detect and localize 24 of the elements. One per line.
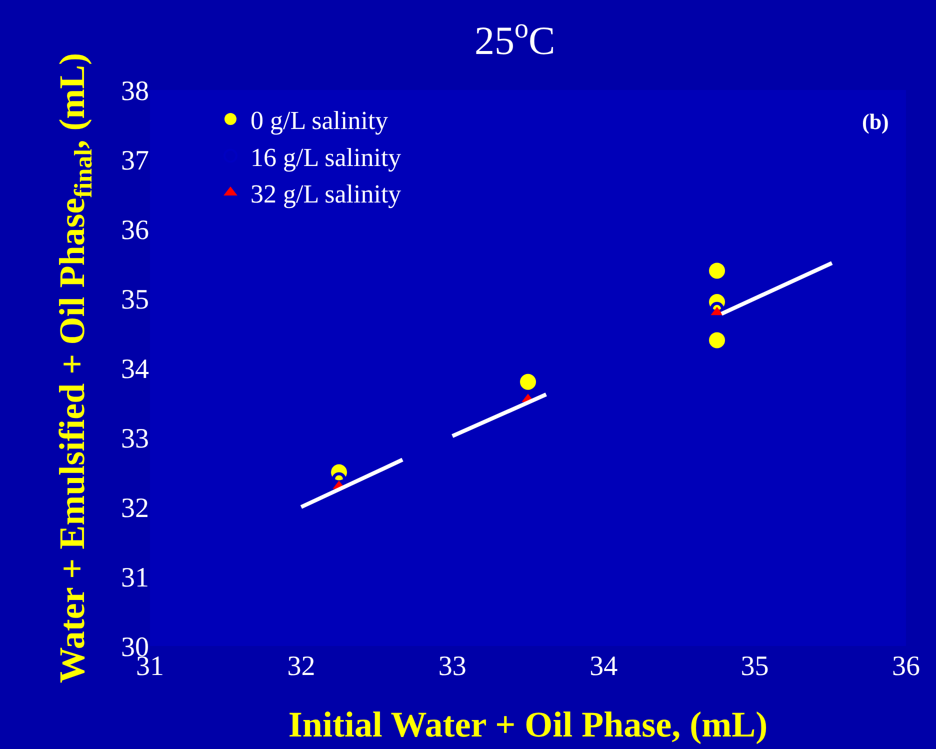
point [710, 302, 724, 316]
y-tick-label: 37 [121, 145, 149, 176]
annotation: (b) [862, 109, 889, 134]
point [709, 332, 725, 348]
y-tick-label: 34 [121, 354, 149, 385]
y-tick-label: 38 [121, 76, 149, 107]
y-tick-label: 33 [121, 423, 149, 454]
y-tick-label: 36 [121, 214, 149, 246]
x-tick-label: 33 [438, 651, 466, 682]
y-tick-label: 31 [121, 562, 149, 594]
legend-label: 32 g/L salinity [250, 180, 402, 209]
y-tick-label: 35 [121, 284, 149, 316]
x-axis-title: Initial Water + Oil Phase, (mL) [288, 704, 768, 745]
legend-label: 16 g/L salinity [250, 142, 402, 172]
x-tick-label: 34 [590, 651, 618, 682]
x-tick-label: 35 [740, 651, 769, 682]
x-tick-label: 32 [287, 651, 316, 682]
y-tick-label: 32 [121, 492, 149, 524]
legend-label: 0 g/L salinity [250, 106, 388, 136]
point [520, 374, 536, 390]
x-tick-label: 36 [892, 651, 920, 682]
chart-title: 25$^{o}$C [474, 13, 556, 64]
point [709, 262, 725, 279]
point [332, 472, 346, 486]
